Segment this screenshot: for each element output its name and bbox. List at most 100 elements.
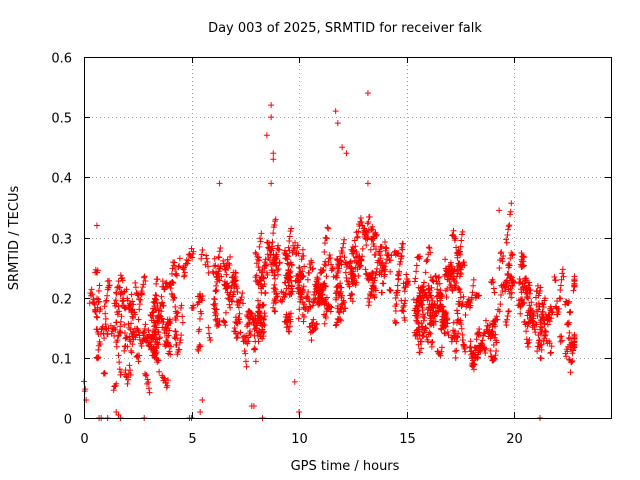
- data-point: [437, 287, 444, 294]
- data-point: [215, 322, 222, 329]
- data-point: [276, 246, 283, 253]
- data-point: [196, 290, 203, 297]
- data-point: [212, 306, 219, 313]
- data-point: [212, 316, 219, 323]
- data-point: [503, 236, 510, 243]
- data-point: [401, 288, 408, 295]
- data-point: [524, 323, 531, 330]
- data-point: [450, 227, 457, 234]
- data-point: [179, 319, 186, 326]
- data-point: [93, 295, 100, 302]
- data-point: [321, 261, 328, 268]
- data-point: [245, 334, 252, 341]
- data-point: [235, 315, 242, 322]
- data-point: [459, 228, 466, 235]
- data-point: [508, 200, 515, 207]
- data-point: [247, 331, 254, 338]
- data-point: [324, 224, 331, 231]
- data-point: [309, 319, 316, 326]
- data-point: [172, 303, 179, 310]
- data-point: [534, 312, 541, 319]
- data-point: [394, 292, 401, 299]
- data-point: [112, 302, 119, 309]
- data-point: [156, 335, 163, 342]
- data-point: [567, 369, 574, 376]
- data-point: [164, 377, 171, 384]
- data-point: [468, 353, 475, 360]
- data-point: [490, 318, 497, 325]
- data-point: [205, 263, 212, 270]
- data-point: [423, 325, 430, 332]
- data-point: [524, 285, 531, 292]
- data-point: [305, 288, 312, 295]
- data-point: [405, 278, 412, 285]
- data-point: [457, 289, 464, 296]
- data-point: [124, 343, 131, 350]
- data-point: [199, 246, 206, 253]
- data-point: [91, 301, 98, 308]
- data-point: [533, 321, 540, 328]
- data-point: [135, 291, 142, 298]
- data-point: [383, 245, 390, 252]
- data-point: [321, 320, 328, 327]
- data-point: [325, 305, 332, 312]
- data-point: [111, 332, 118, 339]
- data-point: [448, 282, 455, 289]
- data-point: [366, 299, 373, 306]
- data-point: [177, 304, 184, 311]
- data-point: [227, 304, 234, 311]
- data-point: [167, 343, 174, 350]
- data-point: [223, 285, 230, 292]
- data-point: [148, 333, 155, 340]
- data-point: [523, 336, 530, 343]
- data-point: [526, 336, 533, 343]
- data-point: [559, 266, 566, 273]
- data-point: [367, 246, 374, 253]
- data-point: [121, 330, 128, 337]
- data-point: [243, 312, 250, 319]
- data-point: [167, 285, 174, 292]
- data-point: [176, 339, 183, 346]
- data-point: [172, 265, 179, 272]
- data-point: [378, 243, 385, 250]
- data-point: [457, 294, 464, 301]
- data-point: [245, 315, 252, 322]
- data-point: [131, 331, 138, 338]
- data-point: [95, 354, 102, 361]
- data-point: [380, 280, 387, 287]
- data-point: [93, 222, 100, 229]
- data-point: [525, 343, 532, 350]
- data-point: [146, 389, 153, 396]
- data-point: [387, 257, 394, 264]
- data-point: [233, 299, 240, 306]
- data-point: [287, 310, 294, 317]
- x-tick-label: 15: [399, 432, 416, 447]
- data-point: [537, 342, 544, 349]
- data-point: [136, 301, 143, 308]
- data-point: [250, 402, 257, 409]
- data-point: [419, 323, 426, 330]
- data-point: [452, 283, 459, 290]
- data-point: [455, 316, 462, 323]
- data-point: [348, 290, 355, 297]
- data-point: [441, 329, 448, 336]
- data-point: [341, 299, 348, 306]
- data-point: [416, 332, 423, 339]
- data-point: [119, 277, 126, 284]
- data-point: [264, 272, 271, 279]
- data-point: [123, 373, 130, 380]
- data-point: [142, 277, 149, 284]
- data-point: [166, 348, 173, 355]
- data-point: [141, 273, 148, 280]
- data-point: [496, 207, 503, 214]
- data-point: [527, 306, 534, 313]
- data-point: [97, 306, 104, 313]
- data-point: [261, 322, 268, 329]
- data-point: [232, 314, 239, 321]
- data-point: [117, 272, 124, 279]
- data-point: [259, 335, 266, 342]
- data-point: [558, 337, 565, 344]
- data-point: [287, 318, 294, 325]
- data-point: [526, 302, 533, 309]
- data-point: [447, 259, 454, 266]
